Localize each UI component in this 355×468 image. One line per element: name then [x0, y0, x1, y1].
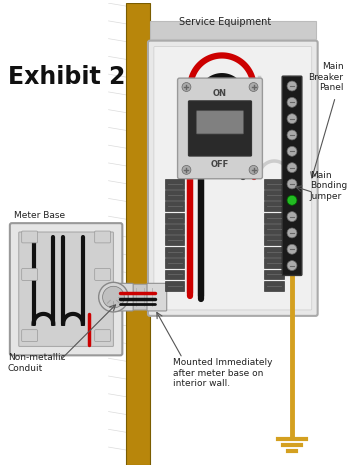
- Circle shape: [287, 261, 297, 271]
- Circle shape: [249, 82, 258, 91]
- FancyBboxPatch shape: [148, 41, 318, 316]
- FancyBboxPatch shape: [264, 235, 284, 245]
- FancyBboxPatch shape: [264, 247, 284, 256]
- Circle shape: [287, 244, 297, 254]
- Circle shape: [287, 97, 297, 107]
- Circle shape: [287, 81, 297, 91]
- FancyBboxPatch shape: [264, 201, 284, 212]
- FancyBboxPatch shape: [165, 247, 185, 256]
- Circle shape: [182, 166, 191, 174]
- Circle shape: [287, 228, 297, 238]
- FancyBboxPatch shape: [196, 111, 244, 134]
- FancyBboxPatch shape: [95, 269, 110, 280]
- Text: Service Equipment: Service Equipment: [179, 17, 271, 27]
- FancyBboxPatch shape: [165, 190, 185, 200]
- FancyBboxPatch shape: [154, 46, 312, 310]
- FancyBboxPatch shape: [264, 179, 284, 189]
- FancyBboxPatch shape: [264, 258, 284, 268]
- FancyBboxPatch shape: [22, 269, 38, 280]
- FancyBboxPatch shape: [126, 285, 160, 310]
- Circle shape: [103, 286, 124, 308]
- Circle shape: [287, 146, 297, 156]
- FancyBboxPatch shape: [264, 213, 284, 223]
- FancyBboxPatch shape: [264, 190, 284, 200]
- FancyBboxPatch shape: [10, 223, 122, 355]
- FancyBboxPatch shape: [22, 329, 38, 342]
- Polygon shape: [126, 3, 150, 465]
- FancyBboxPatch shape: [22, 231, 38, 243]
- Circle shape: [182, 82, 191, 91]
- Text: Non-metallic
Conduit: Non-metallic Conduit: [8, 353, 66, 373]
- Text: ON: ON: [213, 89, 227, 98]
- Circle shape: [287, 163, 297, 173]
- FancyBboxPatch shape: [165, 224, 185, 234]
- Circle shape: [249, 166, 258, 174]
- FancyBboxPatch shape: [165, 235, 185, 245]
- FancyBboxPatch shape: [95, 231, 110, 243]
- Text: Meter Base: Meter Base: [14, 211, 65, 220]
- Circle shape: [287, 179, 297, 189]
- FancyBboxPatch shape: [165, 201, 185, 212]
- Text: Mounted Immediately
after meter base on
interior wall.: Mounted Immediately after meter base on …: [173, 358, 272, 388]
- FancyBboxPatch shape: [118, 283, 133, 311]
- FancyBboxPatch shape: [95, 329, 110, 342]
- FancyBboxPatch shape: [264, 224, 284, 234]
- FancyBboxPatch shape: [165, 258, 185, 268]
- Circle shape: [287, 114, 297, 124]
- Circle shape: [287, 130, 297, 140]
- FancyBboxPatch shape: [165, 281, 185, 291]
- Circle shape: [287, 195, 297, 205]
- Text: OFF: OFF: [211, 161, 229, 169]
- FancyBboxPatch shape: [264, 270, 284, 279]
- FancyBboxPatch shape: [264, 281, 284, 291]
- FancyBboxPatch shape: [165, 213, 185, 223]
- FancyBboxPatch shape: [178, 78, 262, 179]
- Circle shape: [287, 212, 297, 221]
- FancyBboxPatch shape: [165, 179, 185, 189]
- FancyBboxPatch shape: [189, 101, 252, 156]
- Text: Exhibit 2: Exhibit 2: [8, 65, 125, 89]
- FancyBboxPatch shape: [147, 283, 167, 311]
- Text: Main
Bonding
Jumper: Main Bonding Jumper: [310, 171, 347, 201]
- FancyBboxPatch shape: [150, 21, 316, 39]
- Circle shape: [99, 282, 128, 312]
- FancyBboxPatch shape: [282, 76, 302, 276]
- FancyBboxPatch shape: [19, 232, 114, 346]
- FancyBboxPatch shape: [165, 270, 185, 279]
- Text: Main
Breaker
Panel: Main Breaker Panel: [308, 62, 343, 92]
